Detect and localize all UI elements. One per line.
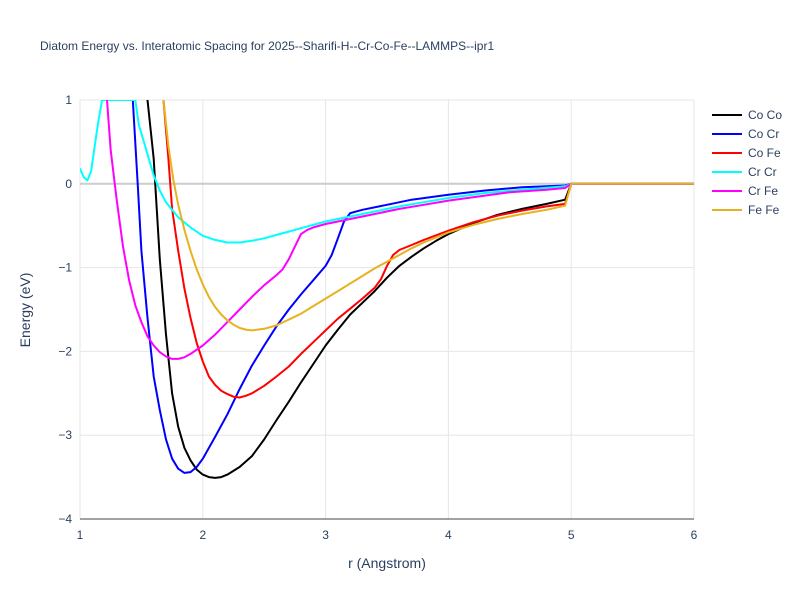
x-axis-title: r (Angstrom): [348, 555, 426, 571]
x-tick-label: 6: [691, 528, 698, 542]
y-tick-label: 0: [65, 177, 72, 191]
series-line-cr-fe: [106, 100, 694, 360]
series-line-co-cr: [131, 100, 694, 474]
legend-label: Cr Cr: [748, 165, 777, 179]
y-tick-label: 1: [65, 93, 72, 107]
legend-item-cr-fe[interactable]: Cr Fe: [712, 184, 778, 198]
x-tick-label: 1: [77, 528, 84, 542]
x-tick-label: 5: [568, 528, 575, 542]
y-tick-label: −2: [58, 344, 72, 358]
legend-item-co-cr[interactable]: Co Cr: [712, 127, 779, 141]
series-lines: [80, 100, 694, 479]
y-tick-label: −4: [58, 512, 72, 526]
legend-item-cr-cr[interactable]: Cr Cr: [712, 165, 777, 179]
legend-label: Co Co: [748, 108, 782, 122]
series-line-cr-cr: [80, 100, 694, 244]
x-tick-label: 2: [199, 528, 206, 542]
series-line-co-co: [146, 100, 694, 479]
y-tick-label: −1: [58, 261, 72, 275]
series-line-co-fe: [162, 100, 694, 399]
x-tick-label: 3: [322, 528, 329, 542]
legend[interactable]: Co Co Co Cr Co Fe Cr Cr Cr Fe Fe Fe: [712, 108, 782, 217]
legend-label: Fe Fe: [748, 203, 780, 217]
y-axis-ticks: 1 0 −1 −2 −3 −4: [58, 93, 72, 526]
y-tick-label: −3: [58, 428, 72, 442]
x-tick-label: 4: [445, 528, 452, 542]
legend-label: Co Cr: [748, 127, 779, 141]
x-axis-ticks: 1 2 3 4 5 6: [77, 528, 698, 542]
legend-label: Cr Fe: [748, 184, 778, 198]
legend-item-co-fe[interactable]: Co Fe: [712, 146, 781, 160]
legend-label: Co Fe: [748, 146, 781, 160]
legend-item-fe-fe[interactable]: Fe Fe: [712, 203, 780, 217]
series-line-fe-fe: [162, 100, 694, 332]
legend-item-co-co[interactable]: Co Co: [712, 108, 782, 122]
y-axis-title: Energy (eV): [17, 273, 33, 348]
chart-title: Diatom Energy vs. Interatomic Spacing fo…: [40, 39, 494, 53]
